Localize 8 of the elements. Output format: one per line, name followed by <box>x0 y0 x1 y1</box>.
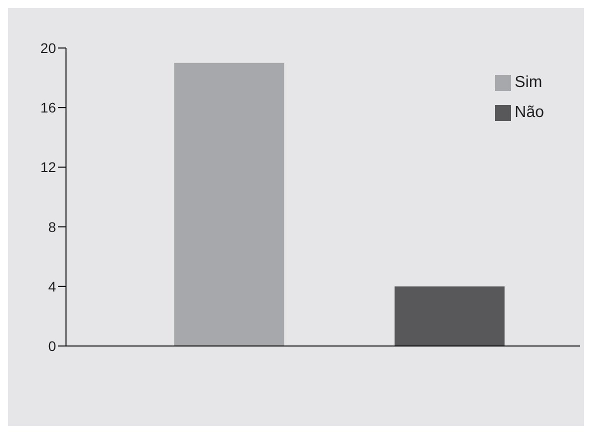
y-tick-label: 0 <box>48 338 56 354</box>
y-tick-label: 16 <box>40 100 56 116</box>
legend-label: Sim <box>514 74 542 91</box>
legend-label: Não <box>514 104 544 121</box>
y-tick-label: 8 <box>48 218 56 235</box>
y-tick-label: 20 <box>40 40 56 56</box>
y-tick-label: 12 <box>40 159 56 176</box>
y-tick-label: 4 <box>48 278 56 294</box>
